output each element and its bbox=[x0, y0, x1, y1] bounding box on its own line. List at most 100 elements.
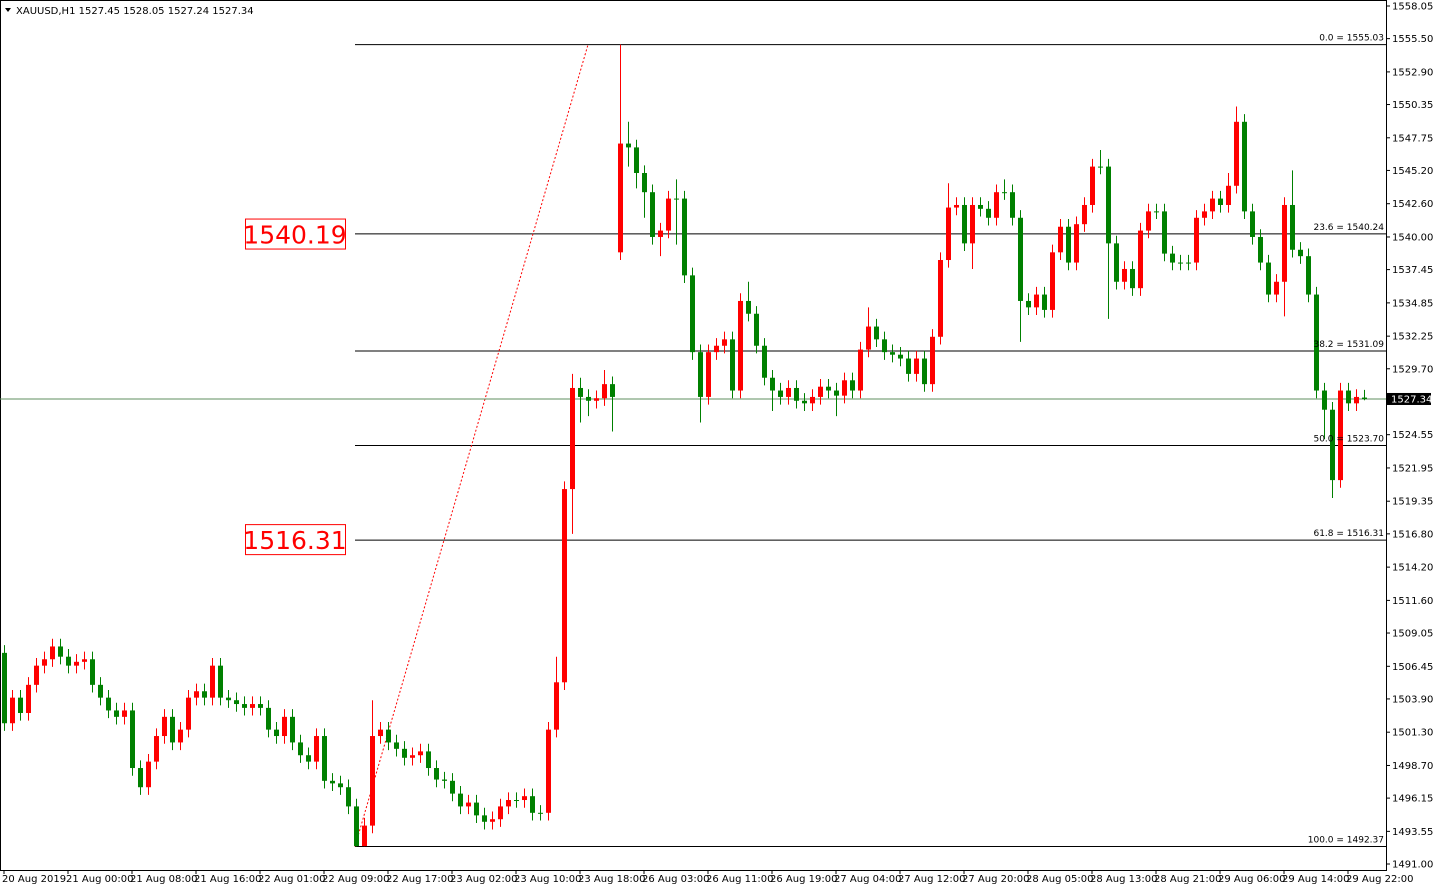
candle-body bbox=[970, 204, 975, 244]
plot-frame bbox=[0, 0, 1387, 871]
candle-body bbox=[434, 768, 439, 780]
candle-body bbox=[154, 736, 159, 762]
candle-body bbox=[378, 729, 383, 737]
y-tick-label: 1545.20 bbox=[1392, 166, 1433, 177]
candle-body bbox=[138, 768, 143, 788]
candle-body bbox=[1090, 166, 1095, 205]
y-tick-label: 1493.55 bbox=[1392, 827, 1433, 838]
candle-body bbox=[354, 806, 359, 847]
candle-body bbox=[194, 691, 199, 698]
candle-body bbox=[522, 796, 527, 801]
candle-body bbox=[74, 661, 79, 666]
candle-body bbox=[986, 208, 991, 218]
candle-body bbox=[482, 815, 487, 822]
candle-body bbox=[466, 802, 471, 807]
candle-body bbox=[730, 339, 735, 391]
y-tick-label: 1550.35 bbox=[1392, 100, 1433, 111]
candle-body bbox=[882, 339, 887, 353]
candle-body bbox=[682, 198, 687, 276]
candle-body bbox=[1306, 256, 1311, 295]
candle-body bbox=[834, 390, 839, 396]
y-tick-label: 1555.50 bbox=[1392, 34, 1433, 45]
x-tick-label: 23 Aug 18:00 bbox=[578, 874, 645, 885]
candle-body bbox=[202, 691, 207, 698]
candle-body bbox=[1178, 262, 1183, 264]
candle-body bbox=[930, 336, 935, 385]
y-tick-label: 1516.80 bbox=[1392, 529, 1433, 540]
candle-body bbox=[538, 812, 543, 814]
candle-body bbox=[650, 192, 655, 237]
candle-body bbox=[946, 207, 951, 261]
candle-body bbox=[1074, 224, 1079, 263]
candle-body bbox=[1266, 262, 1271, 295]
candle-body bbox=[754, 313, 759, 346]
y-tick-label: 1552.90 bbox=[1392, 67, 1433, 78]
fibo-label: 23.6 = 1540.24 bbox=[1313, 223, 1384, 233]
candle-body bbox=[1122, 268, 1127, 282]
candle-body bbox=[34, 665, 39, 685]
candle-body bbox=[1154, 211, 1159, 213]
candle-body bbox=[1314, 294, 1319, 391]
annotation-label: 1516.31 bbox=[243, 526, 346, 555]
candle-body bbox=[1162, 211, 1167, 254]
candle-body bbox=[1226, 185, 1231, 205]
candle-body bbox=[98, 684, 103, 698]
candle-body bbox=[1322, 390, 1327, 410]
x-tick-label: 23 Aug 02:00 bbox=[450, 874, 517, 885]
candle-body bbox=[362, 825, 367, 847]
candle-body bbox=[570, 387, 575, 490]
candle-body bbox=[914, 358, 919, 374]
candle-body bbox=[1234, 121, 1239, 186]
candle-body bbox=[1114, 243, 1119, 282]
candle-body bbox=[1186, 262, 1191, 264]
candle-body bbox=[1298, 249, 1303, 257]
y-tick-label: 1542.60 bbox=[1392, 199, 1433, 210]
candle-body bbox=[1202, 211, 1207, 218]
candle-body bbox=[850, 380, 855, 391]
x-tick-label: 23 Aug 10:00 bbox=[514, 874, 581, 885]
y-tick-label: 1540.00 bbox=[1392, 232, 1433, 243]
x-tick-label: 29 Aug 06:00 bbox=[1218, 874, 1285, 885]
symbol: XAUUSD,H1 bbox=[16, 6, 75, 17]
candle-body bbox=[514, 800, 519, 802]
candle-body bbox=[1362, 397, 1367, 399]
candle-body bbox=[162, 716, 167, 737]
y-tick-label: 1529.70 bbox=[1392, 364, 1433, 375]
candle-body bbox=[306, 755, 311, 762]
candle-body bbox=[722, 339, 727, 346]
y-tick-label: 1501.30 bbox=[1392, 728, 1433, 739]
x-tick-label: 20 Aug 2019 bbox=[2, 874, 66, 885]
candle-body bbox=[370, 736, 375, 826]
candle-body bbox=[594, 398, 599, 401]
candle-body bbox=[442, 779, 447, 781]
candle-body bbox=[394, 742, 399, 749]
candle-body bbox=[250, 704, 255, 708]
candle-body bbox=[298, 742, 303, 756]
y-tick-label: 1521.95 bbox=[1392, 463, 1433, 474]
x-tick-label: 26 Aug 11:00 bbox=[706, 874, 773, 885]
candle-body bbox=[842, 380, 847, 396]
candle-body bbox=[1146, 211, 1151, 231]
chart-header: XAUUSD,H1 1527.45 1528.05 1527.24 1527.3… bbox=[16, 6, 254, 17]
candle-body bbox=[610, 384, 615, 397]
y-tick-label: 1509.05 bbox=[1392, 629, 1433, 640]
fibo-label: 100.0 = 1492.37 bbox=[1308, 835, 1384, 845]
candle-body bbox=[658, 230, 663, 237]
header-high: 1528.05 bbox=[123, 6, 164, 17]
candle-body bbox=[58, 646, 63, 657]
candle-body bbox=[554, 682, 559, 730]
candle-body bbox=[1330, 409, 1335, 481]
candle-body bbox=[1082, 204, 1087, 225]
candle-body bbox=[1106, 166, 1111, 244]
candle-body bbox=[698, 352, 703, 397]
candle-body bbox=[738, 300, 743, 391]
fibo-layer bbox=[0, 44, 1386, 847]
candle-body bbox=[826, 386, 831, 391]
candle-body bbox=[242, 704, 247, 708]
symbol-menu-icon[interactable] bbox=[5, 8, 11, 12]
y-tick-label: 1498.70 bbox=[1392, 761, 1433, 772]
x-tick-label: 26 Aug 19:00 bbox=[770, 874, 837, 885]
candle-body bbox=[906, 358, 911, 374]
candle-body bbox=[1338, 390, 1343, 481]
